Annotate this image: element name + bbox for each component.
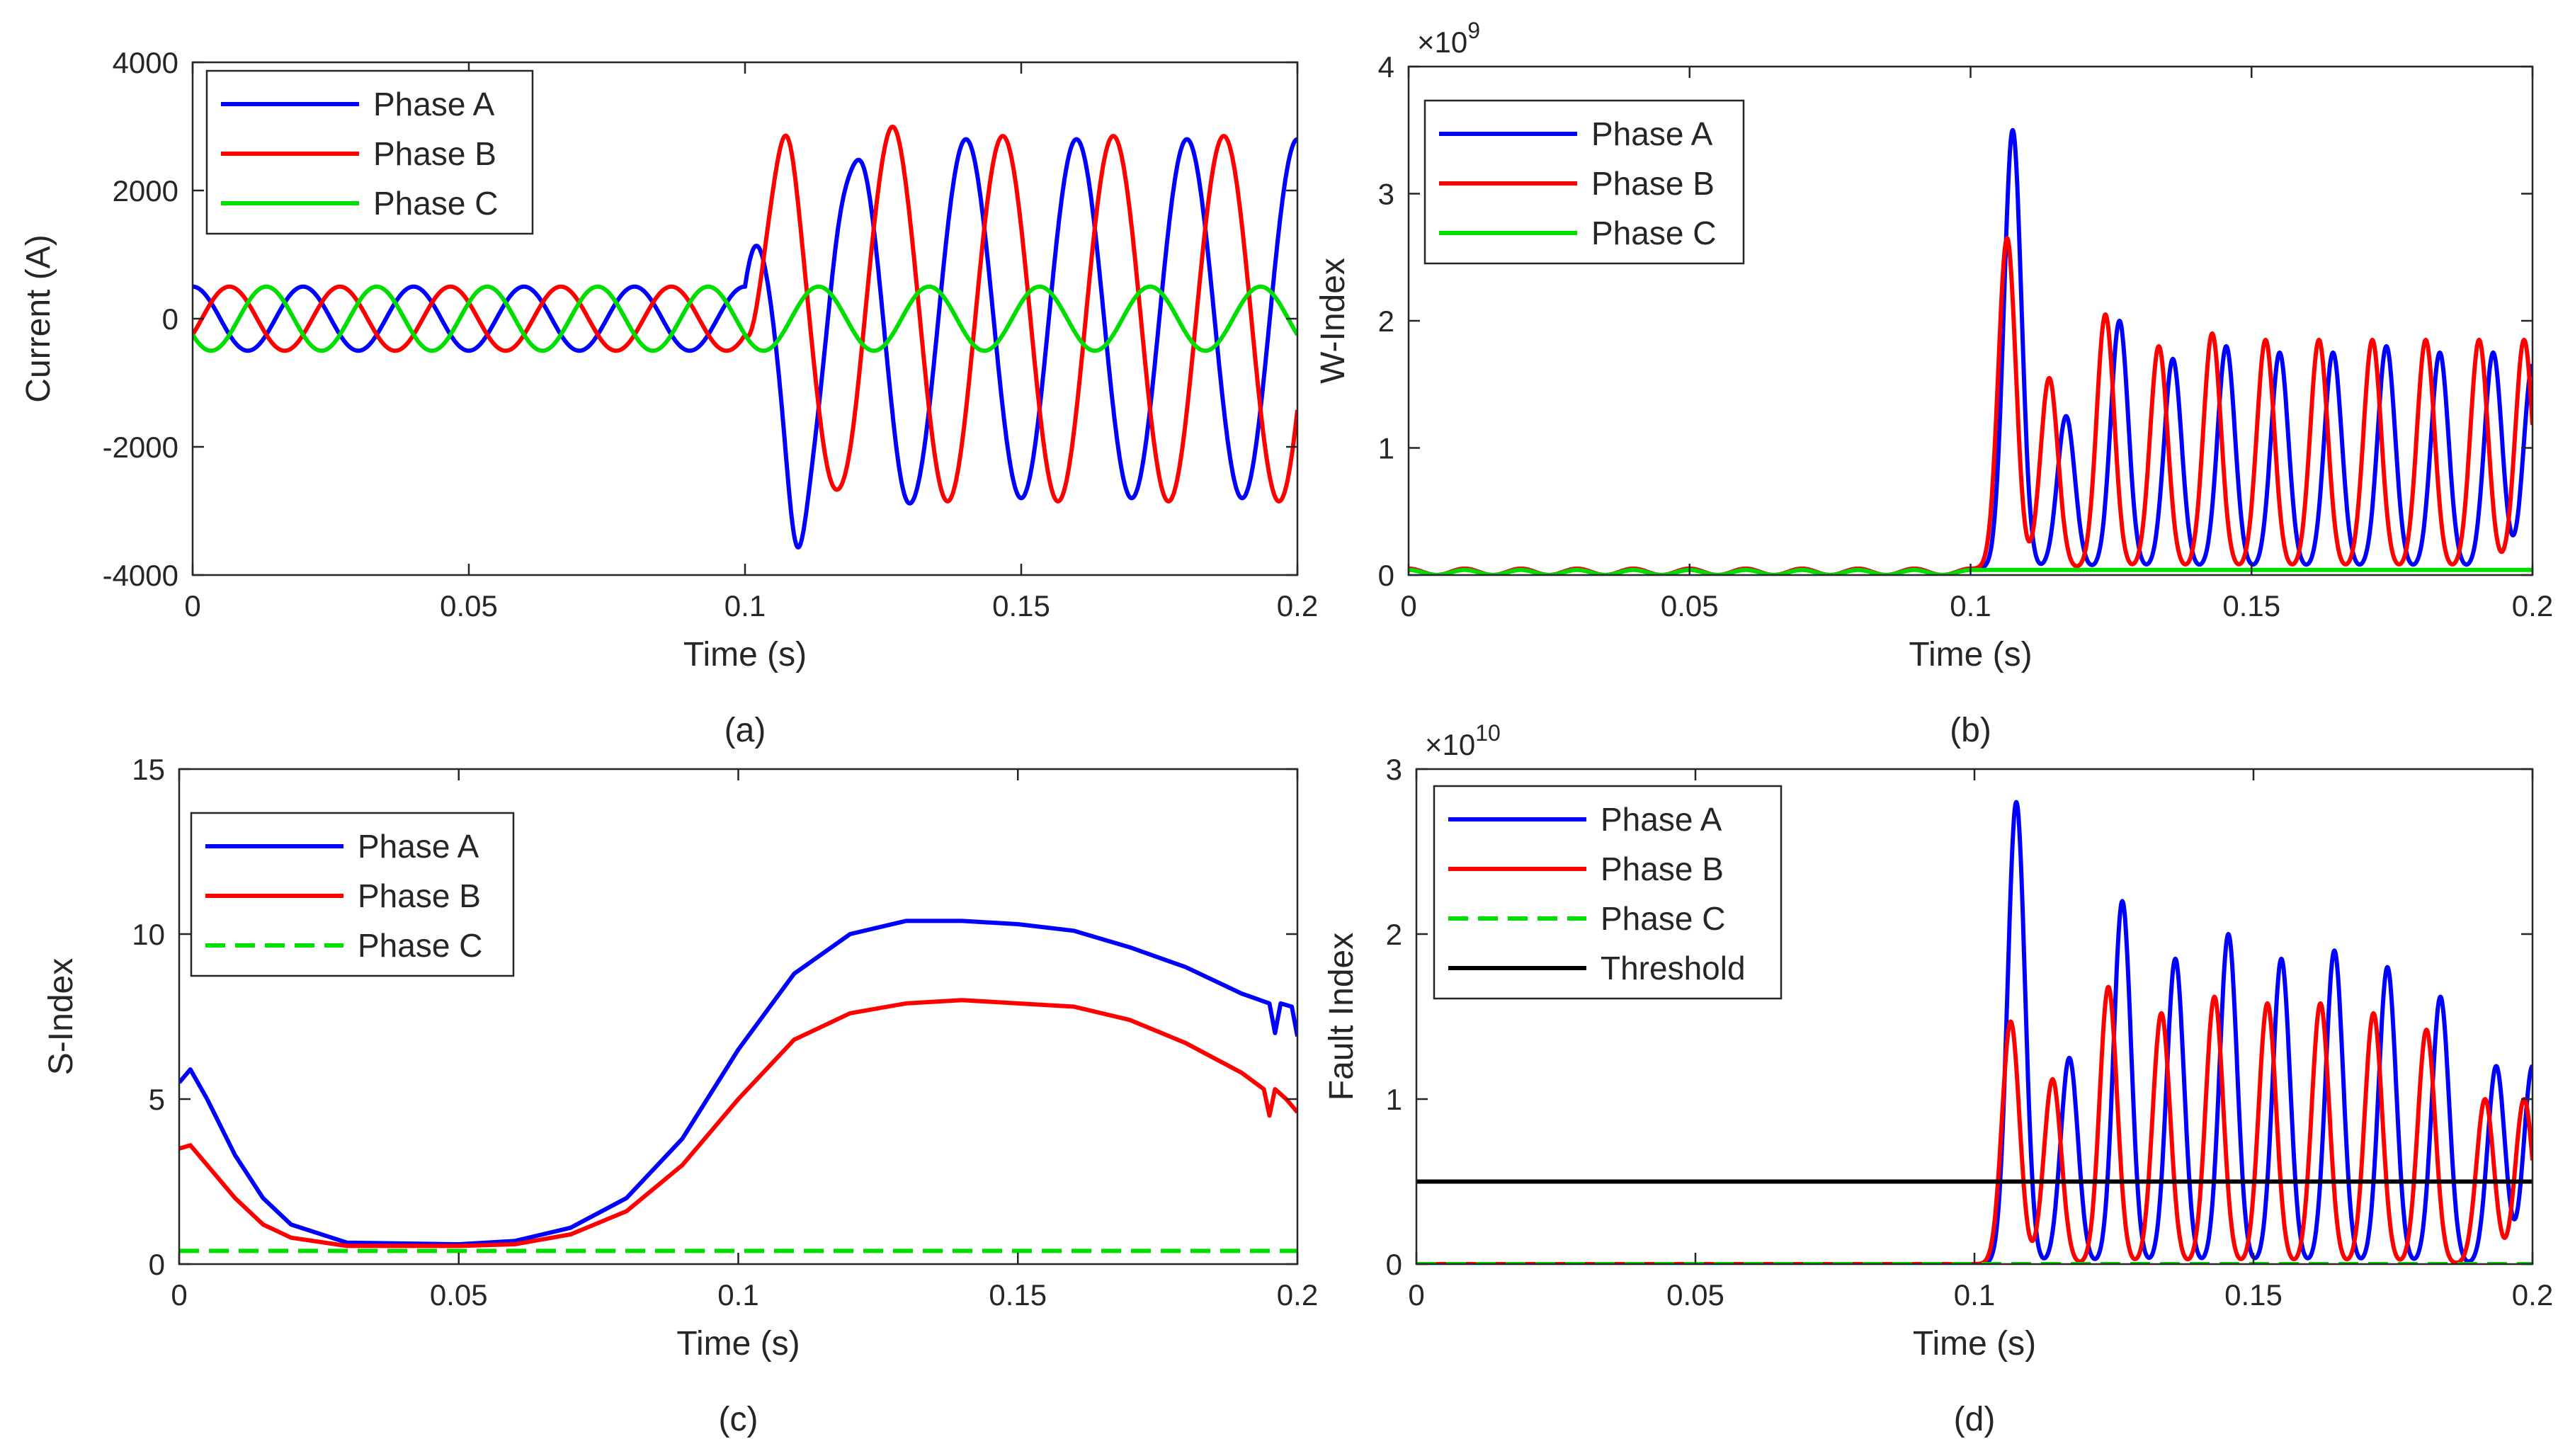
series-group <box>193 125 1297 550</box>
legend-label: Phase A <box>1601 801 1722 838</box>
legend-box <box>205 69 534 235</box>
y-tick-label: 0 <box>1386 1248 1402 1281</box>
x-tick-label: 0.1 <box>1950 589 1991 622</box>
x-tick-label: 0.05 <box>1661 589 1719 622</box>
y-tick-label: 2 <box>1378 305 1394 338</box>
panel-caption: (c) <box>719 1401 758 1438</box>
x-tick-label: 0.1 <box>1954 1278 1995 1312</box>
y-exponent-label: ×1010 <box>1425 720 1501 761</box>
x-axis-label: Time (s) <box>683 636 807 673</box>
series-line-phase-a <box>179 918 1297 1246</box>
series-line-phase-c <box>193 284 1297 353</box>
y-tick-label: 0 <box>162 302 178 336</box>
x-tick-label: 0 <box>1408 1278 1424 1312</box>
legend-label: Phase C <box>1591 215 1716 251</box>
y-axis-label: Current (A) <box>20 234 57 402</box>
legend-label: Phase B <box>358 877 481 914</box>
series-line-phase-a <box>1416 800 2533 1264</box>
y-tick-label: 5 <box>149 1083 165 1116</box>
chart-c: 0 0.05 0.1 0.15 0.2 0 5 10 15 Time (s) S-Index (c) P… <box>42 753 1318 1438</box>
chart-b: 0 0.05 0.1 0.15 0.2 0 1 2 3 4 ×109 Time (s) W-Index (… <box>1314 18 2553 749</box>
y-tick-label: 0 <box>1378 559 1394 592</box>
y-tick-label: -2000 <box>103 431 178 464</box>
legend-label: Phase C <box>373 185 498 222</box>
x-axis-label: Time (s) <box>1909 636 2032 673</box>
legend-label: Phase A <box>358 828 479 865</box>
legend-label: Phase A <box>1591 115 1713 152</box>
y-tick-label: 1 <box>1378 432 1394 465</box>
chart-a: 0 0.05 0.1 0.15 0.2 -4000 -2000 0 2000 4000 Time (… <box>20 46 1318 749</box>
legend-label: Phase B <box>1601 851 1724 887</box>
y-tick-label: 15 <box>132 753 165 786</box>
y-tick-label: 2 <box>1386 918 1402 951</box>
x-tick-label: 0.2 <box>1277 589 1318 622</box>
y-exponent-label: ×109 <box>1417 18 1480 59</box>
legend-label: Phase B <box>1591 165 1715 202</box>
y-tick-label: -4000 <box>103 559 178 592</box>
y-tick-label: 1 <box>1386 1083 1402 1116</box>
legend: Phase A Phase B Phase C <box>1423 99 1745 265</box>
legend-label: Threshold <box>1601 950 1746 986</box>
x-tick-label: 0.15 <box>992 589 1050 622</box>
legend: Phase A Phase B Phase C <box>205 69 534 235</box>
chart-d: 0 0.05 0.1 0.15 0.2 0 1 2 3 ×1010 Time (s) Fault In… <box>1323 720 2553 1438</box>
x-axis-label: Time (s) <box>1913 1325 2036 1363</box>
y-tick-label: 2000 <box>113 174 178 207</box>
x-tick-label: 0.2 <box>2512 589 2553 622</box>
x-tick-label: 0 <box>171 1278 187 1312</box>
panel-caption: (b) <box>1950 712 1991 749</box>
panel-caption: (d) <box>1954 1401 1996 1438</box>
y-axis-label: W-Index <box>1314 258 1352 384</box>
legend: Phase A Phase B Phase C <box>190 812 515 977</box>
x-tick-label: 0.05 <box>1666 1278 1724 1312</box>
x-tick-label: 0.15 <box>989 1278 1047 1312</box>
x-tick-label: 0 <box>184 589 200 622</box>
legend-label: Phase C <box>1601 900 1725 937</box>
x-tick-label: 0.15 <box>2222 589 2280 622</box>
x-tick-label: 0.15 <box>2224 1278 2283 1312</box>
legend-label: Phase C <box>358 927 482 964</box>
y-tick-label: 3 <box>1378 178 1394 211</box>
panel-caption: (a) <box>724 712 766 749</box>
x-tick-label: 0.05 <box>440 589 498 622</box>
y-tick-label: 10 <box>132 918 165 951</box>
x-tick-label: 0.1 <box>724 589 766 622</box>
x-tick-label: 0.1 <box>717 1278 758 1312</box>
y-tick-label: 4000 <box>113 46 178 79</box>
x-tick-label: 0.2 <box>2512 1278 2553 1312</box>
legend: Phase A Phase B Phase C Threshold <box>1433 785 1783 1000</box>
y-axis-label: S-Index <box>42 958 80 1075</box>
y-tick-label: 4 <box>1378 50 1394 84</box>
y-tick-label: 3 <box>1386 753 1402 786</box>
x-tick-label: 0.2 <box>1277 1278 1318 1312</box>
legend-label: Phase A <box>373 86 495 123</box>
series-line-phase-b <box>179 998 1297 1249</box>
series-group <box>179 918 1297 1253</box>
y-tick-label: 0 <box>149 1248 165 1281</box>
y-axis-label: Fault Index <box>1323 933 1360 1100</box>
x-tick-label: 0 <box>1400 589 1416 622</box>
x-tick-label: 0.05 <box>430 1278 488 1312</box>
x-axis-label: Time (s) <box>676 1325 800 1363</box>
legend-label: Phase B <box>373 135 496 172</box>
